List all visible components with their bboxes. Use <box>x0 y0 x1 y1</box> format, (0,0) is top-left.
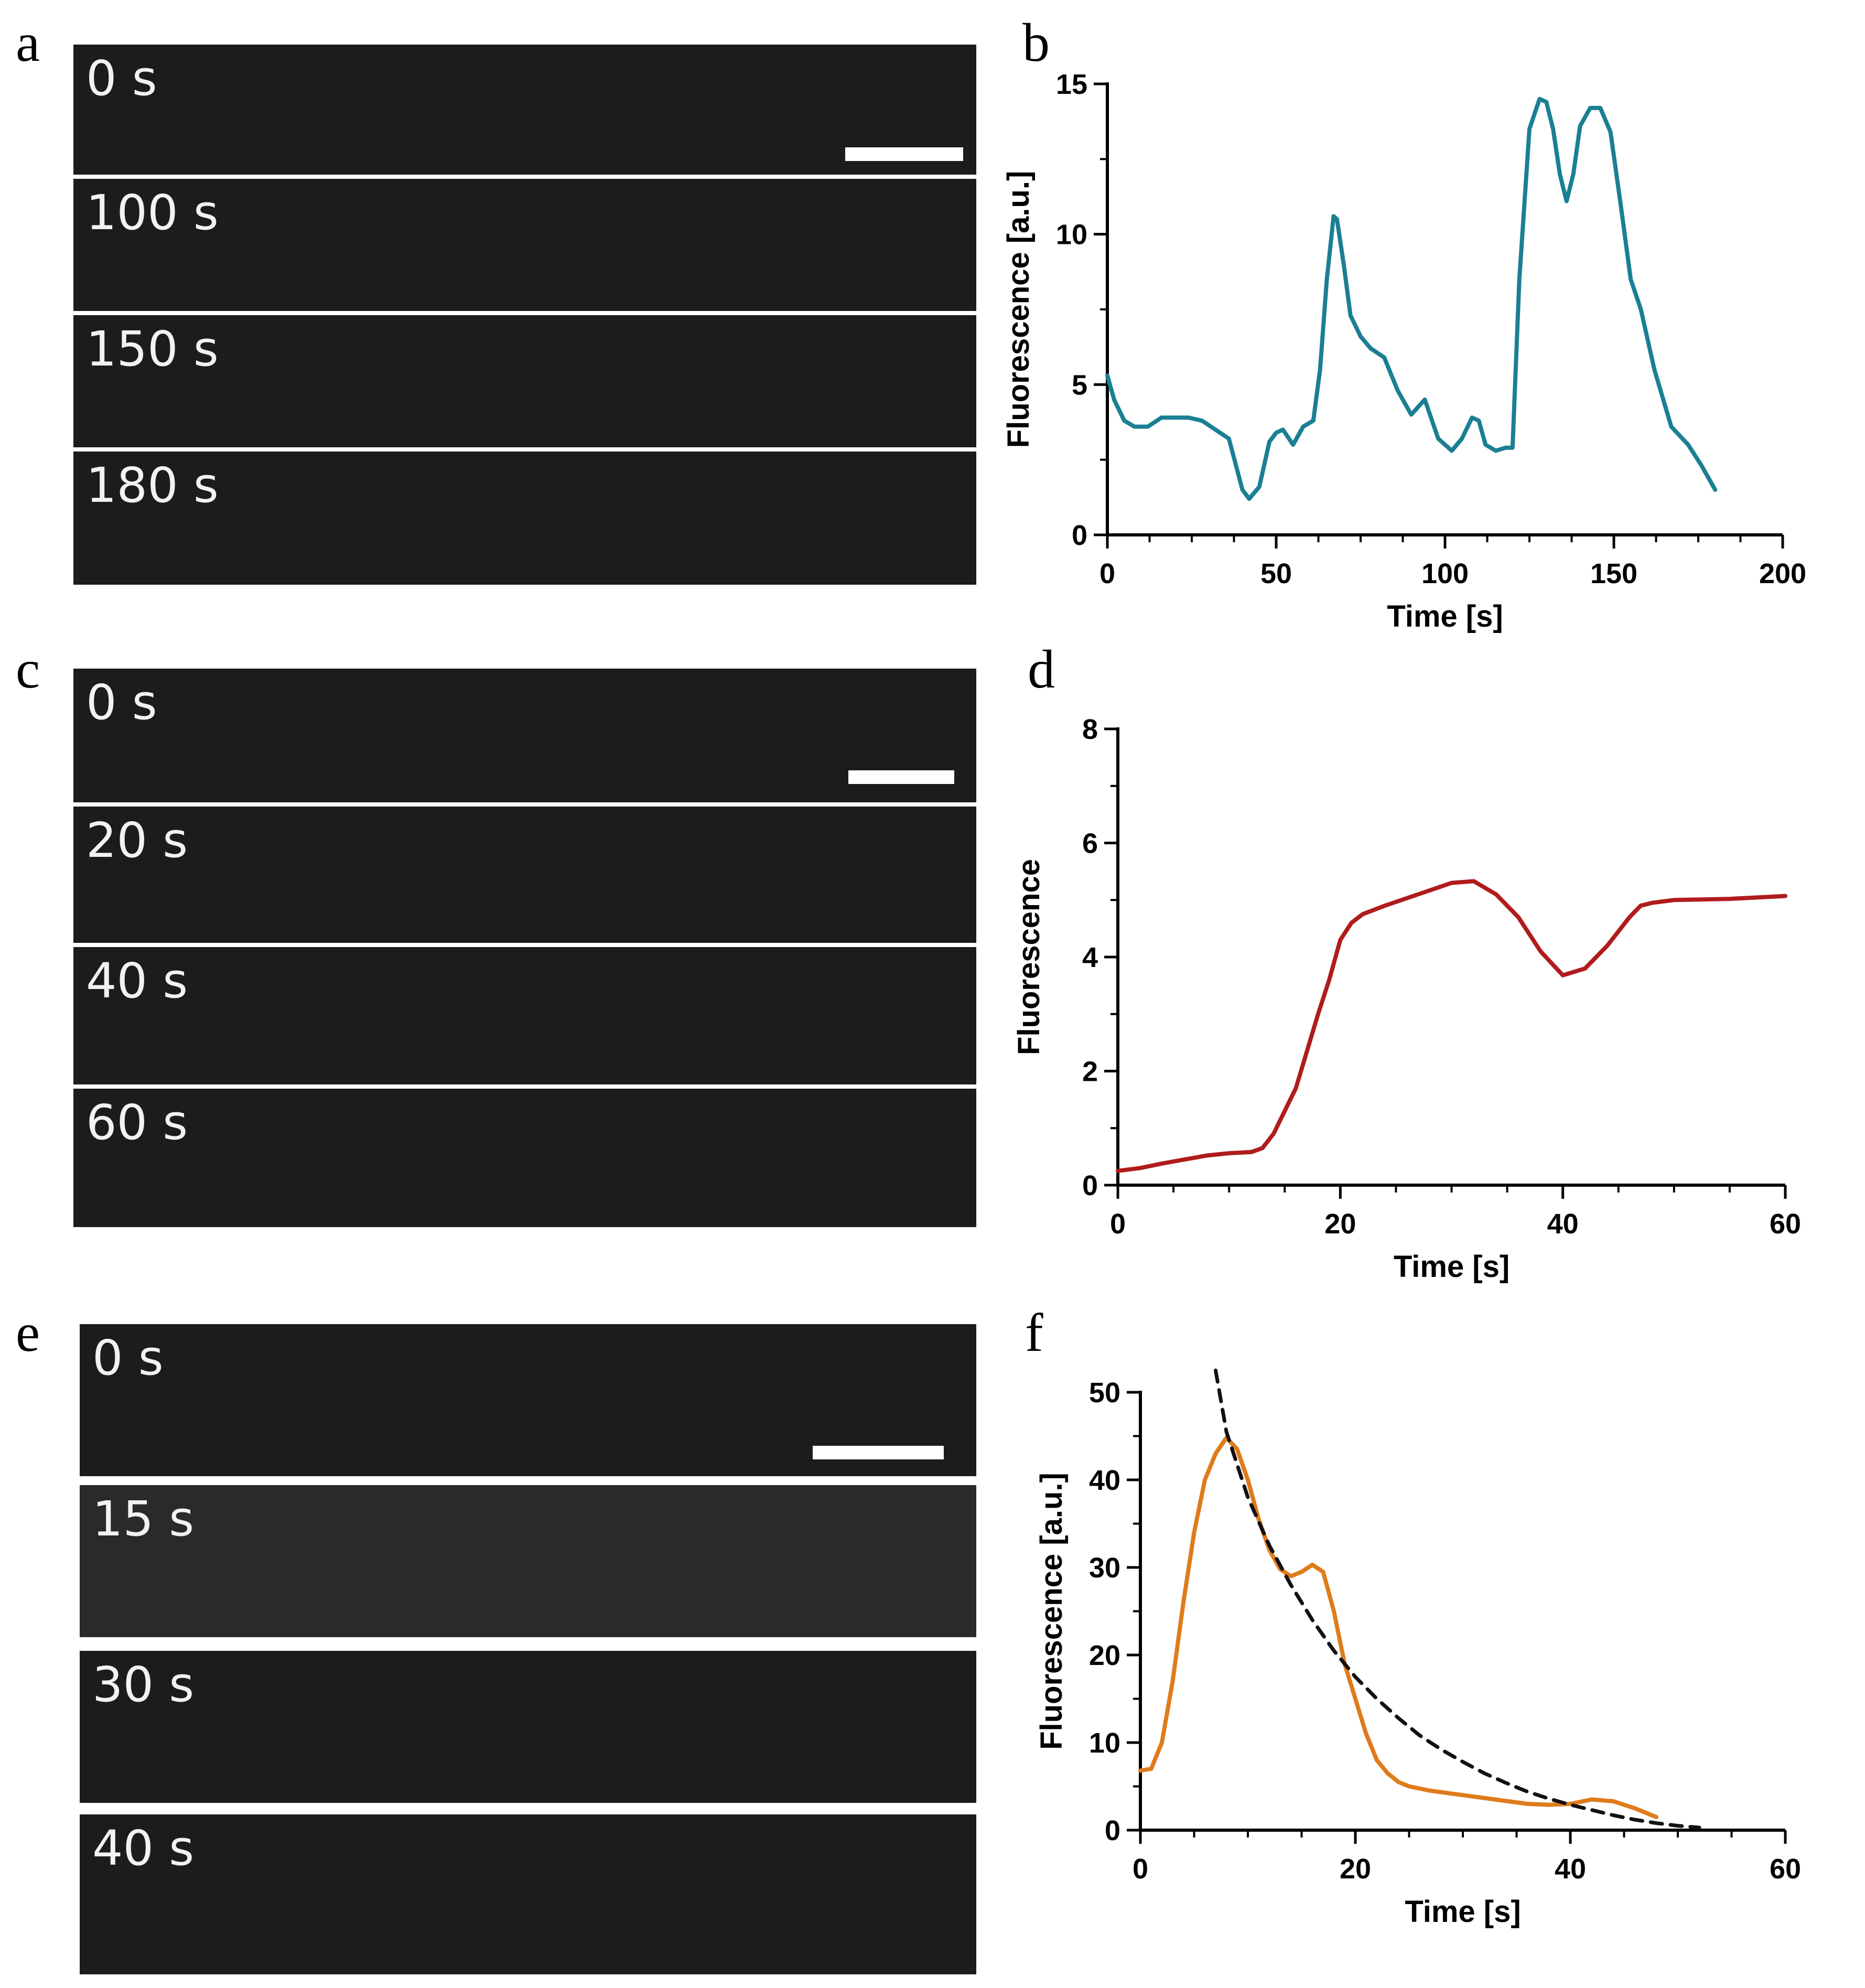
micrograph-e-frame-4: 40 s <box>80 1814 976 1974</box>
panel-letter-f: f <box>1025 1303 1043 1363</box>
scale-bar <box>848 770 954 784</box>
micrograph-c-frame-4: 60 s <box>73 1089 976 1227</box>
x-tick-label: 20 <box>1324 1208 1356 1240</box>
y-tick-label: 0 <box>1072 520 1087 551</box>
y-tick-label: 8 <box>1082 714 1098 745</box>
y-tick-label: 20 <box>1089 1640 1120 1671</box>
x-axis-title: Time [s] <box>1405 1895 1521 1929</box>
x-tick-label: 40 <box>1555 1853 1586 1885</box>
x-tick-label: 200 <box>1759 558 1806 589</box>
panel-letter-b: b <box>1022 13 1050 73</box>
micrograph-a-frame-4: 180 s <box>73 452 976 585</box>
y-axis-title: Fluorescence <box>1012 859 1046 1055</box>
chart-d: 0 20 40 60 0 2 4 6 8 Time [s] Fluorescence <box>1012 714 1801 1284</box>
x-tick-label: 100 <box>1421 558 1469 589</box>
micrograph-a-frame-2: 100 s <box>73 179 976 311</box>
y-tick-label: 6 <box>1082 828 1098 859</box>
y-tick-label: 15 <box>1056 69 1087 100</box>
time-label: 100 s <box>86 185 219 241</box>
time-label: 40 s <box>92 1820 195 1876</box>
chart-b: 0 50 100 150 200 0 5 10 15 Time [s] Fluorescence [… <box>1001 69 1806 633</box>
micrograph-c-frame-2: 20 s <box>73 807 976 943</box>
time-label: 30 s <box>92 1657 195 1713</box>
time-label: 0 s <box>86 50 157 106</box>
x-tick-label: 150 <box>1590 558 1637 589</box>
y-axis-title: Fluorescence [a.u.] <box>1001 171 1036 448</box>
time-label: 0 s <box>92 1330 164 1386</box>
chart-f: 0 20 40 60 0 10 20 30 40 50 Time [s] Fluorescence [… <box>1034 1368 1801 1929</box>
panel-letter-c: c <box>16 639 40 700</box>
time-label: 40 s <box>86 953 188 1009</box>
x-tick-label: 60 <box>1770 1853 1801 1885</box>
x-tick-label: 0 <box>1110 1208 1126 1240</box>
panel-letter-d: d <box>1028 639 1055 700</box>
time-label: 20 s <box>86 812 188 868</box>
micrograph-e-frame-1: 0 s <box>80 1324 976 1476</box>
x-tick-label: 40 <box>1547 1208 1579 1240</box>
micrograph-a-frame-3: 150 s <box>73 315 976 447</box>
y-tick-label: 50 <box>1089 1377 1120 1409</box>
x-axis-title: Time [s] <box>1394 1250 1510 1284</box>
x-tick-label: 0 <box>1133 1853 1148 1885</box>
y-tick-label: 4 <box>1082 942 1098 973</box>
y-axis-title: Fluorescence [a.u.] <box>1034 1473 1069 1750</box>
time-label: 60 s <box>86 1094 188 1151</box>
y-tick-label: 0 <box>1105 1815 1120 1846</box>
x-tick-label: 0 <box>1099 558 1115 589</box>
x-tick-label: 20 <box>1340 1853 1371 1885</box>
scale-bar <box>845 147 963 161</box>
series-line <box>1116 879 1787 1173</box>
x-tick-label: 50 <box>1260 558 1292 589</box>
panel-letter-e: e <box>16 1303 40 1363</box>
y-tick-label: 2 <box>1082 1056 1098 1088</box>
time-label: 0 s <box>86 674 157 730</box>
micrograph-c-frame-1: 0 s <box>73 669 976 802</box>
fit-curve-line <box>1214 1368 1701 1830</box>
series-line <box>1138 1435 1658 1819</box>
series-line <box>1105 96 1718 501</box>
micrograph-e-frame-3: 30 s <box>80 1651 976 1803</box>
micrograph-c-frame-3: 40 s <box>73 947 976 1084</box>
time-label: 150 s <box>86 321 219 377</box>
x-tick-label: 60 <box>1770 1208 1801 1240</box>
y-tick-label: 0 <box>1082 1170 1098 1201</box>
micrograph-e-frame-2: 15 s <box>80 1485 976 1637</box>
micrograph-a-frame-1: 0 s <box>73 45 976 175</box>
panel-letter-a: a <box>16 13 40 73</box>
y-tick-label: 10 <box>1089 1727 1120 1759</box>
time-label: 15 s <box>92 1491 195 1547</box>
scale-bar <box>813 1446 944 1459</box>
y-tick-label: 40 <box>1089 1465 1120 1496</box>
x-axis-title: Time [s] <box>1387 599 1503 633</box>
y-tick-label: 30 <box>1089 1552 1120 1584</box>
y-tick-label: 10 <box>1056 219 1087 251</box>
time-label: 180 s <box>86 457 219 513</box>
y-tick-label: 5 <box>1072 369 1087 401</box>
